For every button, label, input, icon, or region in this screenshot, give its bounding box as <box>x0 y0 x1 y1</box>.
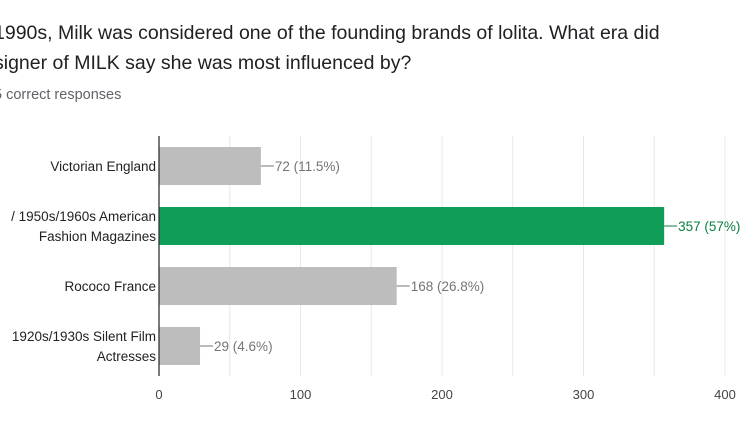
x-tick-label: 0 <box>155 387 162 402</box>
category-label: Victorian England <box>50 159 156 174</box>
bar <box>159 267 397 305</box>
x-tick-label: 200 <box>431 387 453 402</box>
category-label: / 1950s/1960s American Fashion Magazines <box>11 209 156 244</box>
x-tick-label: 100 <box>290 387 312 402</box>
bar-correct <box>159 207 665 245</box>
bar <box>159 327 201 365</box>
bar <box>159 147 261 185</box>
category-label: 1920s/1930s Silent Film Actresses <box>12 329 156 364</box>
question-line-2: signer of MILK say she was most influenc… <box>0 52 412 74</box>
correct-responses-count: 5 correct responses <box>0 87 122 103</box>
data-label: 357 (57%) <box>678 219 740 234</box>
data-label: 168 (26.8%) <box>411 279 485 294</box>
data-label: 72 (11.5%) <box>275 159 340 174</box>
x-tick-label: 300 <box>573 387 595 402</box>
x-tick-label: 400 <box>714 387 736 402</box>
data-label: 29 (4.6%) <box>214 339 273 354</box>
question-title: 1990s, Milk was considered one of the fo… <box>0 18 750 78</box>
category-label: Rococo France <box>64 279 156 294</box>
question-line-1: 1990s, Milk was considered one of the fo… <box>0 22 660 44</box>
